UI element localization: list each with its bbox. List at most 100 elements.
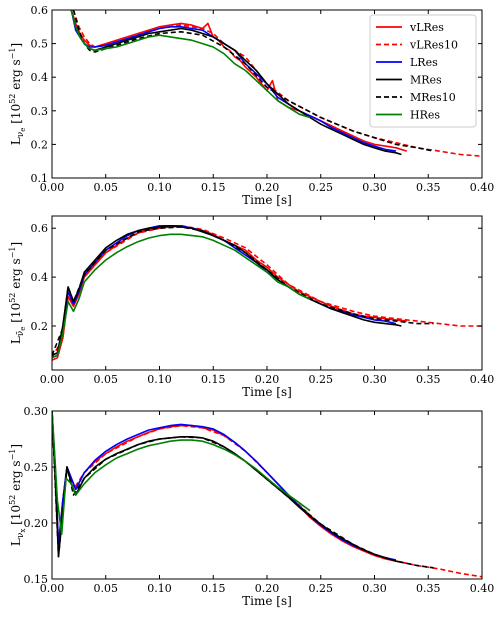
ylabel-close: ] bbox=[9, 444, 23, 449]
ylabel-bracket: [10 bbox=[9, 303, 23, 327]
x-tick-label: 0.15 bbox=[201, 582, 226, 595]
x-tick-label: 0.25 bbox=[309, 373, 334, 386]
panel-3: 0.00 0.05 0.10 0.15 0.20 0.25 0.30 0.35 0.40 0.15… bbox=[8, 405, 494, 608]
series-line-vLRes bbox=[52, 225, 407, 361]
y-tick-label: 0.6 bbox=[31, 222, 49, 235]
ylabel-unit-exp: −1 bbox=[8, 449, 17, 461]
x-tick-label: 0.30 bbox=[362, 181, 387, 194]
ylabel-exp: 52 bbox=[8, 293, 17, 303]
x-tick-label: 0.40 bbox=[470, 181, 495, 194]
series-line-MRes10 bbox=[52, 226, 434, 356]
series-line-MRes10 bbox=[52, 411, 434, 569]
y-tick-label: 0.2 bbox=[31, 138, 49, 151]
ylabel-unit: erg s bbox=[9, 59, 23, 93]
ylabel-close: ] bbox=[9, 43, 23, 48]
legend-label-vLRes10: vLRes10 bbox=[409, 39, 458, 52]
series-line-MRes bbox=[52, 225, 402, 357]
ylabel-main: L bbox=[9, 336, 23, 344]
ylabel-subsub: x bbox=[19, 529, 27, 533]
y-axis-label: Lνe [1052 erg s−1] bbox=[8, 43, 27, 145]
x-tick-label: 0.20 bbox=[255, 181, 280, 194]
x-tick-label: 0.20 bbox=[255, 582, 280, 595]
x-tick-label: 0.25 bbox=[309, 582, 334, 595]
ylabel-unit: erg s bbox=[9, 258, 23, 292]
series-group bbox=[70, 10, 482, 157]
ylabel-exp: 52 bbox=[8, 94, 17, 104]
ylabel-unit-exp: −1 bbox=[8, 48, 17, 60]
ylabel-main: L bbox=[9, 538, 23, 546]
y-tick-label: 0.5 bbox=[31, 38, 49, 51]
x-tick-label: 0.00 bbox=[40, 181, 65, 194]
ylabel-main: L bbox=[9, 137, 23, 145]
legend-label-vLRes: vLRes bbox=[409, 21, 444, 34]
x-tick-label: 0.05 bbox=[94, 582, 119, 595]
plot-frame bbox=[51, 410, 483, 580]
ylabel-exp: 52 bbox=[8, 495, 17, 505]
series-line-LRes bbox=[70, 10, 397, 152]
plot-frame bbox=[51, 215, 483, 371]
legend-label-MRes10: MRes10 bbox=[410, 91, 456, 104]
y-axis-label: Lνx [1052 erg s−1] bbox=[8, 444, 27, 546]
x-tick-label: 0.10 bbox=[147, 373, 172, 386]
y-tick-label: 0.2 bbox=[31, 320, 49, 333]
y-tick-label: 0.20 bbox=[24, 517, 49, 530]
ylabel-bracket: [10 bbox=[9, 505, 23, 529]
x-tick-label: 0.20 bbox=[255, 373, 280, 386]
x-tick-label: 0.00 bbox=[40, 582, 65, 595]
ylabel-close: ] bbox=[9, 242, 23, 247]
series-line-LRes bbox=[52, 411, 397, 561]
y-tick-label: 0.6 bbox=[31, 4, 49, 17]
panel-2: 0.00 0.05 0.10 0.15 0.20 0.25 0.30 0.35 0.40 0.2 0… bbox=[8, 215, 495, 399]
series-line-vLRes bbox=[70, 10, 408, 152]
ylabel-unit: erg s bbox=[9, 460, 23, 494]
series-line-vLRes10 bbox=[52, 225, 482, 359]
series-group bbox=[52, 411, 482, 578]
x-tick-label: 0.35 bbox=[416, 373, 441, 386]
series-line-MRes bbox=[52, 411, 402, 563]
x-tick-label: 0.40 bbox=[470, 373, 495, 386]
x-tick-label: 0.15 bbox=[201, 181, 226, 194]
y-tick-label: 0.4 bbox=[31, 71, 49, 84]
ylabel-bracket: [10 bbox=[9, 104, 23, 128]
panel-1: 0.00 0.05 0.10 0.15 0.20 0.25 0.30 0.35 0.40 0.1 0… bbox=[8, 4, 494, 207]
series-group bbox=[52, 225, 482, 361]
series-line-HRes bbox=[52, 411, 311, 536]
ylabel-subsub: e bbox=[19, 128, 27, 132]
y-tick-label: 0.25 bbox=[24, 461, 49, 474]
x-tick-label: 0.15 bbox=[201, 373, 226, 386]
ylabel-sub: ν bbox=[16, 132, 26, 137]
x-tick-label: 0.00 bbox=[40, 373, 65, 386]
x-tick-label: 0.35 bbox=[416, 582, 441, 595]
x-tick-label: 0.05 bbox=[94, 373, 119, 386]
y-tick-label: 0.30 bbox=[24, 405, 49, 418]
legend-label-MRes: MRes bbox=[410, 74, 442, 87]
y-tick-label: 0.4 bbox=[31, 271, 49, 284]
y-tick-label: 0.15 bbox=[24, 573, 49, 586]
series-line-vLRes10 bbox=[52, 411, 482, 578]
x-axis-label: Time [s] bbox=[242, 385, 292, 399]
series-line-MRes bbox=[70, 10, 402, 156]
x-tick-label: 0.10 bbox=[147, 582, 172, 595]
x-tick-label: 0.30 bbox=[362, 582, 387, 595]
series-line-HRes bbox=[70, 10, 311, 119]
legend-label-HRes: HRes bbox=[410, 109, 440, 122]
series-line-HRes bbox=[52, 233, 311, 359]
y-tick-label: 0.3 bbox=[31, 105, 49, 118]
x-tick-label: 0.10 bbox=[147, 181, 172, 194]
x-tick-label: 0.30 bbox=[362, 373, 387, 386]
legend-box bbox=[369, 14, 477, 128]
x-tick-label: 0.25 bbox=[309, 181, 334, 194]
x-axis-label: Time [s] bbox=[242, 594, 292, 608]
y-axis-label: Lν̄e [1052 erg s−1] bbox=[8, 242, 27, 344]
ylabel-subsub: e bbox=[19, 327, 27, 331]
x-tick-label: 0.40 bbox=[470, 582, 495, 595]
x-tick-label: 0.35 bbox=[416, 181, 441, 194]
x-tick-label: 0.05 bbox=[94, 181, 119, 194]
x-axis-label: Time [s] bbox=[242, 193, 292, 207]
y-tick-label: 0.1 bbox=[31, 172, 49, 185]
ylabel-sub: ν bbox=[16, 533, 26, 538]
legend-label-LRes: LRes bbox=[410, 56, 438, 69]
ylabel-sub: ν̄ bbox=[16, 331, 26, 336]
series-line-MRes10 bbox=[72, 10, 434, 152]
